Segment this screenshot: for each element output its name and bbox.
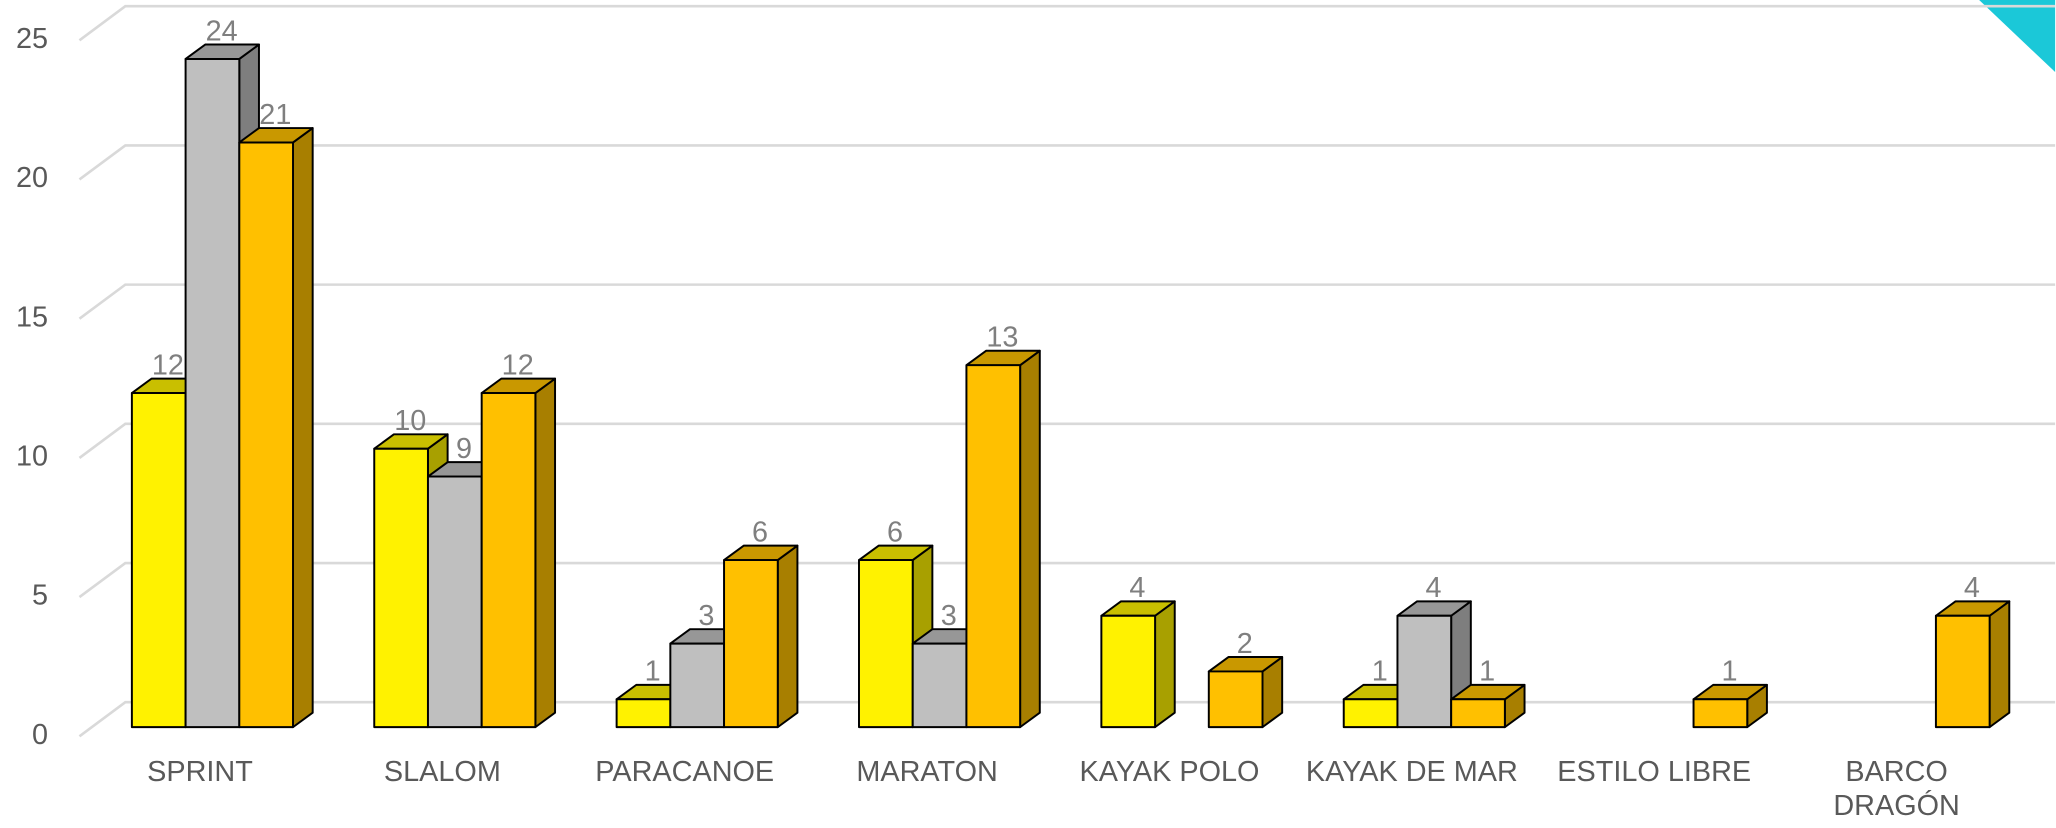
data-label: 6 xyxy=(752,516,768,548)
x-tick-label: KAYAK POLO xyxy=(1079,754,1260,788)
x-tick-label: ESTILO LIBRE xyxy=(1557,754,1752,788)
bar-front xyxy=(1342,698,1399,729)
bar-front xyxy=(1396,614,1453,729)
y-tick-label: 10 xyxy=(16,440,48,472)
x-tick-label-box: PARACANOE xyxy=(595,754,775,788)
bar-side xyxy=(1154,600,1176,729)
bar-side xyxy=(776,544,799,729)
bar-front xyxy=(184,57,241,729)
x-tick-label-box: ESTILO LIBRE xyxy=(1557,754,1752,788)
data-label: 1 xyxy=(1722,656,1738,688)
bar-front xyxy=(911,642,968,729)
data-label: 6 xyxy=(887,516,903,548)
data-label: 13 xyxy=(986,322,1018,354)
bar xyxy=(1100,600,1176,729)
data-label: 1 xyxy=(1372,656,1388,688)
x-tick-label: SLALOM xyxy=(383,754,501,788)
data-label: 4 xyxy=(1425,572,1441,604)
bar xyxy=(1692,683,1768,729)
y-tick-label: 20 xyxy=(16,162,48,194)
bar xyxy=(723,544,799,729)
data-label: 1 xyxy=(645,656,661,688)
data-label: 24 xyxy=(206,15,238,47)
bar-front xyxy=(858,559,914,729)
x-tick-label: SPRINT xyxy=(147,754,253,788)
bar-front xyxy=(615,698,672,729)
y-tick-label: 25 xyxy=(16,23,48,55)
corner-accent xyxy=(1979,0,2056,73)
bar-front xyxy=(480,392,537,729)
grid-line xyxy=(78,283,2056,320)
bar-front xyxy=(238,141,295,729)
x-tick-label-box: BARCO DRAGÓN xyxy=(1833,754,1960,822)
data-label: 21 xyxy=(259,99,291,131)
bar-front xyxy=(130,392,187,729)
x-tick-label: MARATON xyxy=(856,754,998,788)
data-label: 2 xyxy=(1237,628,1253,660)
bar-front xyxy=(723,559,779,729)
bar-front xyxy=(373,447,429,729)
bar-front xyxy=(1934,614,1991,729)
bar xyxy=(238,127,314,729)
bar xyxy=(1934,600,2011,729)
data-label: 1 xyxy=(1479,656,1495,688)
bar-side xyxy=(1019,349,1041,729)
x-tick-label-box: SPRINT xyxy=(147,754,253,788)
data-label: 4 xyxy=(1964,572,1980,604)
x-tick-label: KAYAK DE MAR xyxy=(1305,754,1518,788)
bar-front xyxy=(1450,698,1506,729)
bar-front xyxy=(1207,670,1264,729)
bar xyxy=(1450,683,1526,729)
bar-front xyxy=(965,364,1022,729)
grid-line xyxy=(78,422,2056,459)
x-tick-label: BARCO DRAGÓN xyxy=(1833,754,1960,822)
y-tick-label: 5 xyxy=(32,580,48,612)
y-tick-label: 15 xyxy=(16,301,48,333)
x-tick-label-box: KAYAK DE MAR xyxy=(1305,754,1518,788)
data-label: 3 xyxy=(941,600,957,632)
data-label: 9 xyxy=(456,433,472,465)
data-label: 3 xyxy=(698,600,714,632)
grid-line xyxy=(78,144,2056,181)
x-tick-label-box: MARATON xyxy=(856,754,998,788)
x-tick-label-box: KAYAK POLO xyxy=(1079,754,1260,788)
x-tick-label-box: SLALOM xyxy=(383,754,501,788)
bar-front xyxy=(669,642,726,729)
data-label: 10 xyxy=(394,405,426,437)
bar xyxy=(965,349,1041,729)
data-label: 12 xyxy=(502,349,534,381)
y-tick-label: 0 xyxy=(32,719,48,751)
bar-side xyxy=(534,377,557,729)
bar-front xyxy=(1692,698,1749,729)
x-tick-label: PARACANOE xyxy=(595,754,775,788)
grid-line xyxy=(78,561,2056,599)
data-label: 12 xyxy=(152,349,184,381)
bar xyxy=(480,377,557,729)
bar xyxy=(1207,656,1284,729)
bar-front xyxy=(426,475,483,729)
data-label: 4 xyxy=(1129,572,1145,604)
bar-side xyxy=(1988,600,2011,729)
bar-side xyxy=(292,127,314,729)
grid-line xyxy=(78,4,2056,42)
bar-front xyxy=(1100,614,1157,729)
